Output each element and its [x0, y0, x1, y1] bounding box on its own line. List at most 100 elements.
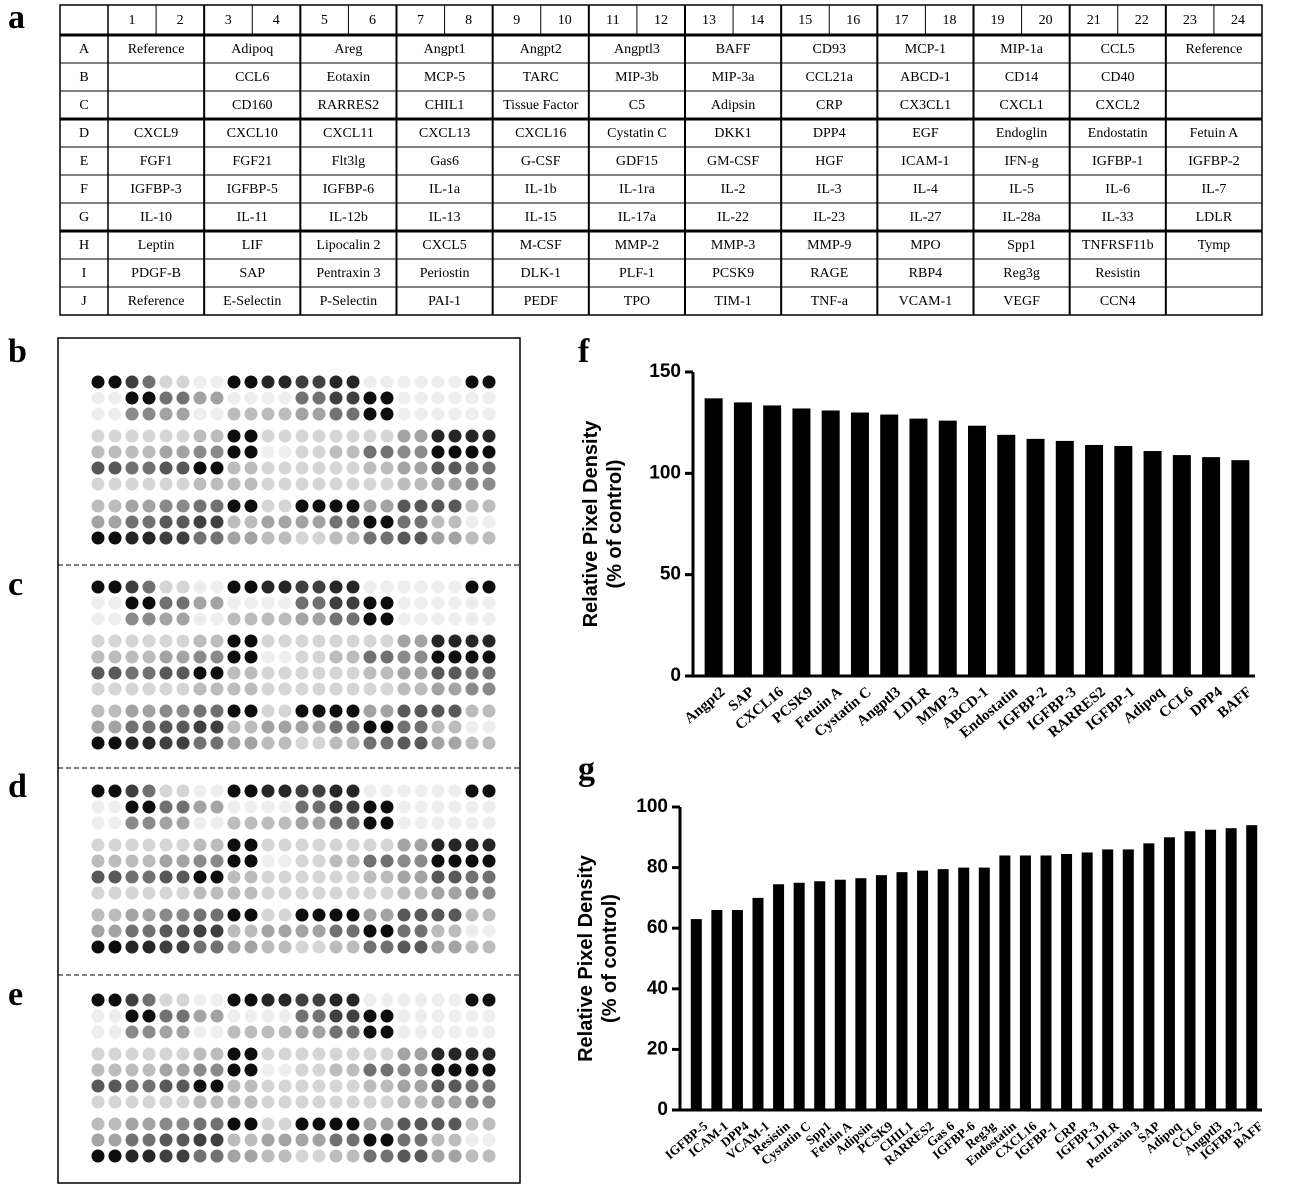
- blot-spot: [279, 1048, 292, 1061]
- table-cell: Reg3g: [1003, 266, 1040, 281]
- blot-spot: [211, 516, 224, 529]
- blot-spot: [279, 1080, 292, 1093]
- blot-spot: [194, 1010, 207, 1023]
- blot-spot: [364, 909, 377, 922]
- blot-spot: [92, 683, 105, 696]
- blot-spot: [347, 597, 360, 610]
- blot-spot: [364, 635, 377, 648]
- table-cell: MIP-3b: [615, 70, 659, 85]
- blot-spot: [160, 1134, 173, 1147]
- blot-spot: [143, 1010, 156, 1023]
- blot-spot: [398, 705, 411, 718]
- blot-spot: [330, 683, 343, 696]
- blot-spot: [313, 871, 326, 884]
- blot-spot: [177, 909, 190, 922]
- blot-spot: [381, 925, 394, 938]
- blot-spot: [347, 925, 360, 938]
- blot-spot: [330, 721, 343, 734]
- blot-spot: [330, 462, 343, 475]
- column-number: 22: [1135, 13, 1149, 28]
- blot-spot: [143, 462, 156, 475]
- blot-spot: [92, 1080, 105, 1093]
- blot-spot: [245, 516, 258, 529]
- blot-spot: [262, 737, 275, 750]
- blot-spot: [177, 871, 190, 884]
- blot-spot: [228, 721, 241, 734]
- blot-spot: [398, 1064, 411, 1077]
- blot-spot: [194, 994, 207, 1007]
- blot-spot: [126, 855, 139, 868]
- blot-spot: [228, 941, 241, 954]
- blot-spot: [160, 1064, 173, 1077]
- blot-spot: [245, 500, 258, 513]
- blot-spot: [381, 430, 394, 443]
- table-cell: G-CSF: [521, 154, 561, 169]
- blot-spot: [262, 941, 275, 954]
- table-cell: IGFBP-5: [227, 182, 278, 197]
- blot-spot: [296, 581, 309, 594]
- blot-spot: [466, 801, 479, 814]
- blot-spot: [143, 705, 156, 718]
- blot-spot: [160, 1096, 173, 1109]
- blot-spot: [483, 1048, 496, 1061]
- y-tick-label: 20: [647, 1038, 668, 1059]
- blot-spot: [415, 651, 428, 664]
- blot-spot: [347, 1096, 360, 1109]
- blot-spot: [126, 500, 139, 513]
- blot-spot: [211, 635, 224, 648]
- blot-spot: [313, 635, 326, 648]
- blot-spot: [92, 1048, 105, 1061]
- table-cell: MMP-3: [711, 238, 755, 253]
- blot-spot: [109, 785, 122, 798]
- column-number: 20: [1039, 13, 1053, 28]
- blot-spot: [466, 1048, 479, 1061]
- blot-spot: [109, 855, 122, 868]
- blot-spot: [313, 683, 326, 696]
- panel-label: b: [8, 333, 27, 370]
- blot-spot: [313, 392, 326, 405]
- column-number: 19: [991, 13, 1005, 28]
- blot-spot: [398, 651, 411, 664]
- blot-spot: [313, 801, 326, 814]
- blot-spot: [126, 1048, 139, 1061]
- blot-spot: [364, 392, 377, 405]
- blot-spot: [466, 1096, 479, 1109]
- blot-spot: [381, 376, 394, 389]
- bar: [1202, 457, 1220, 676]
- blot-spot: [177, 1010, 190, 1023]
- blot-spot: [92, 478, 105, 491]
- y-tick-label: 0: [670, 665, 681, 686]
- blot-spot: [143, 721, 156, 734]
- blot-spot: [126, 408, 139, 421]
- blot-spot: [92, 635, 105, 648]
- blot-spot: [415, 839, 428, 852]
- table-cell: CCN4: [1100, 294, 1136, 309]
- blot-spot: [194, 887, 207, 900]
- blot-spot: [449, 1064, 462, 1077]
- panel-label: a: [8, 0, 25, 36]
- table-cell: DLK-1: [521, 266, 561, 281]
- blot-spot: [228, 1064, 241, 1077]
- blot-spot: [211, 887, 224, 900]
- blot-spot: [228, 1048, 241, 1061]
- bar: [1056, 441, 1074, 676]
- table-cell: IL-6: [1105, 182, 1130, 197]
- blot-spot: [194, 1080, 207, 1093]
- bar: [734, 402, 752, 676]
- blot-spot: [296, 376, 309, 389]
- blot-spot: [262, 1064, 275, 1077]
- blot-spot: [143, 855, 156, 868]
- blot-spot: [160, 705, 173, 718]
- blot-spot: [347, 871, 360, 884]
- blot-spot: [177, 613, 190, 626]
- table-cell: PAI-1: [428, 294, 461, 309]
- blot-spot: [415, 516, 428, 529]
- blot-spot: [347, 817, 360, 830]
- blot-spot: [398, 392, 411, 405]
- blot-spot: [398, 500, 411, 513]
- blot-spot: [466, 1010, 479, 1023]
- blot-spot: [330, 635, 343, 648]
- blot-spot: [211, 667, 224, 680]
- blot-spot: [330, 1048, 343, 1061]
- blot-spot: [466, 817, 479, 830]
